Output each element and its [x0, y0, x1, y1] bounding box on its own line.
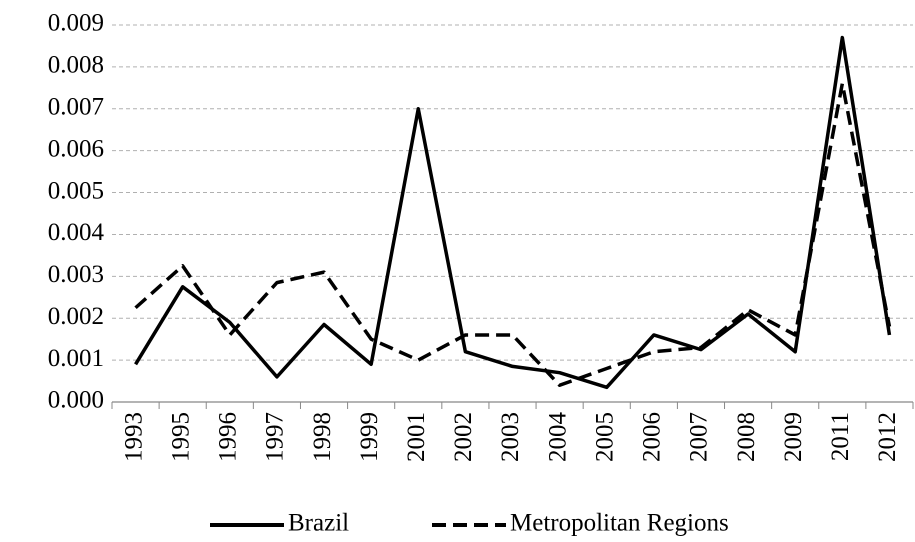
x-tick-label: 1998 [309, 412, 336, 462]
y-tick-label: 0.000 [48, 387, 104, 414]
y-tick-label: 0.002 [48, 303, 104, 330]
legend-label: Metropolitan Regions [510, 510, 729, 537]
x-tick-label: 2007 [686, 412, 713, 462]
x-tick-label: 1996 [215, 412, 242, 462]
y-tick-label: 0.009 [48, 10, 104, 37]
y-tick-label: 0.005 [48, 177, 104, 204]
legend-label: Brazil [288, 510, 349, 537]
x-tick-label: 2009 [780, 412, 807, 462]
y-tick-label: 0.008 [48, 52, 104, 79]
y-tick-label: 0.004 [48, 219, 105, 246]
series-line [134, 35, 892, 390]
x-tick-label: 2006 [639, 412, 666, 462]
y-tick-label: 0.007 [48, 94, 104, 121]
x-tick-label: 2003 [497, 412, 524, 462]
x-tick-label: 1995 [167, 412, 194, 462]
y-tick-label: 0.006 [48, 135, 104, 162]
x-tick-label: 2008 [733, 412, 760, 462]
series-line [134, 81, 892, 387]
x-tick-label: 2011 [827, 412, 854, 461]
x-tick-label: 2001 [403, 412, 430, 462]
x-tick-label: 1997 [262, 412, 289, 462]
x-tick-label: 2005 [591, 412, 618, 462]
x-tick-label: 1999 [356, 412, 383, 462]
y-tick-label: 0.001 [48, 345, 104, 372]
x-tick-label: 2012 [874, 412, 901, 462]
x-tick-label: 2004 [544, 412, 571, 463]
y-tick-label: 0.003 [48, 261, 104, 288]
x-tick-label: 1993 [120, 412, 147, 462]
x-tick-label: 2002 [450, 412, 477, 462]
